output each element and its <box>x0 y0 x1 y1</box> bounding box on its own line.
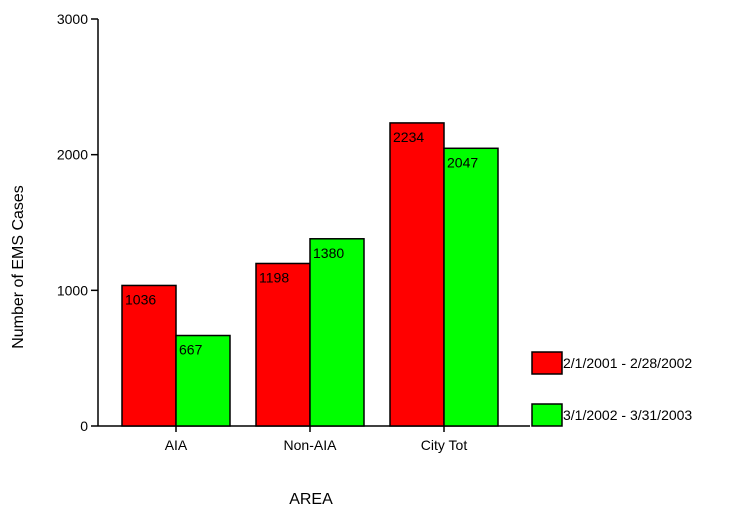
bar-value-label: 667 <box>179 342 203 358</box>
bars <box>121 122 499 427</box>
y-tick-label: 2000 <box>57 147 88 163</box>
bar-value-label: 2234 <box>393 129 424 145</box>
y-axis: 0 1000 2000 3000 <box>57 11 99 434</box>
bar <box>255 262 311 427</box>
x-axis-title: AREA <box>289 491 333 508</box>
legend-label: 3/1/2002 - 3/31/2003 <box>563 407 692 423</box>
y-tick-label: 1000 <box>57 282 88 298</box>
bar-value-label: 1036 <box>125 291 156 307</box>
legend-swatch <box>531 403 563 427</box>
y-axis-title: Number of EMS Cases <box>10 185 27 349</box>
bar-value-label: 1198 <box>259 269 289 285</box>
y-tick-label: 3000 <box>57 11 88 27</box>
legend: 2/1/2001 - 2/28/2002 3/1/2002 - 3/31/2003 <box>531 351 692 427</box>
bar <box>443 147 499 427</box>
x-tick-label: City Tot <box>421 437 468 453</box>
bar <box>389 122 445 427</box>
x-axis: AIA Non-AIA City Tot <box>98 425 530 453</box>
bar <box>309 238 365 427</box>
bar-value-label: 2047 <box>447 154 478 170</box>
bar-value-label: 1380 <box>313 245 344 261</box>
x-tick-label: AIA <box>165 437 188 453</box>
bar <box>175 334 231 427</box>
y-tick-label: 0 <box>80 418 88 434</box>
legend-swatch <box>531 351 563 375</box>
bar-value-labels: 1036 1198 2234 667 1380 2047 <box>125 129 478 358</box>
x-tick-label: Non-AIA <box>284 437 338 453</box>
legend-label: 2/1/2001 - 2/28/2002 <box>563 355 692 371</box>
